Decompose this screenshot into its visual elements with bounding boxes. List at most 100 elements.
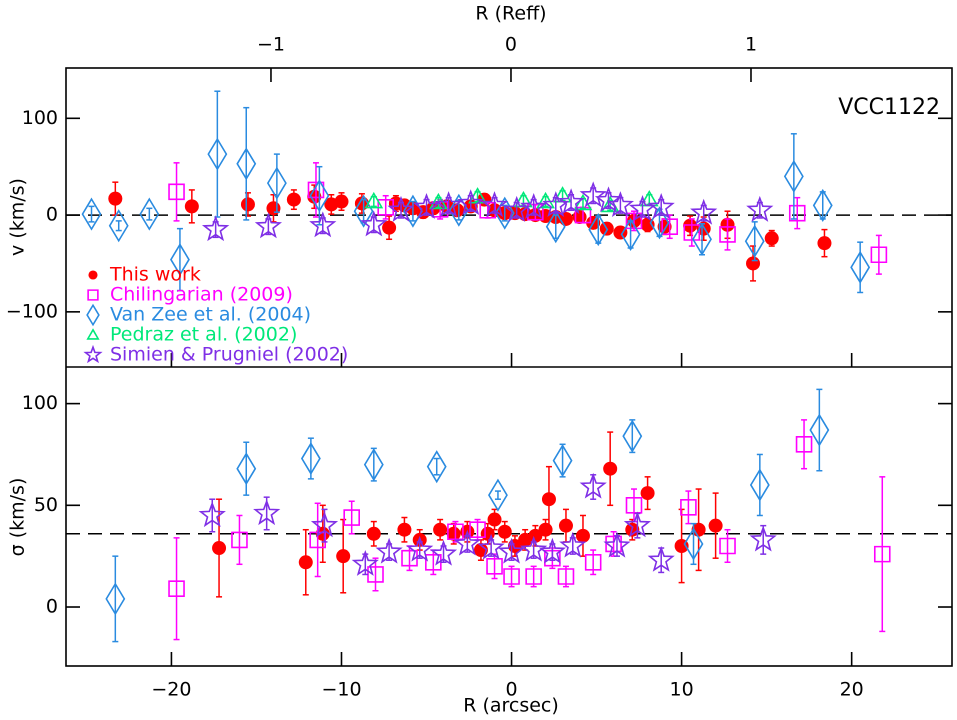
marker [749, 468, 770, 502]
marker [764, 231, 779, 246]
marker [240, 197, 255, 212]
marker [488, 478, 508, 512]
marker [170, 243, 190, 277]
marker [486, 558, 503, 575]
marker [746, 195, 774, 222]
marker [812, 188, 833, 222]
marker [298, 555, 313, 570]
marker [367, 566, 384, 583]
x-tick-label: 10 [670, 679, 694, 701]
marker [559, 531, 587, 558]
marker [683, 224, 701, 241]
x2-tick-label: 1 [745, 34, 757, 56]
marker [457, 189, 485, 216]
marker [254, 212, 283, 239]
marker [708, 518, 723, 533]
marker [809, 413, 830, 447]
marker [588, 213, 609, 247]
marker [429, 539, 458, 566]
marker [231, 531, 248, 549]
marker [406, 535, 434, 562]
y-axis-label: σ (km/s) [7, 478, 29, 557]
marker [579, 181, 607, 208]
marker [503, 568, 520, 585]
marker [397, 522, 412, 537]
marker [622, 419, 643, 453]
marker [519, 535, 548, 562]
marker [647, 545, 675, 572]
marker [448, 193, 469, 227]
marker [691, 522, 706, 537]
marker [401, 549, 418, 567]
legend-label: Pedraz et al. (2002) [110, 324, 297, 346]
marker [434, 191, 463, 217]
legend-label: This work [109, 264, 201, 286]
marker [375, 537, 403, 564]
marker [363, 448, 384, 482]
y-tick-label: 0 [46, 596, 58, 618]
marker [680, 499, 697, 516]
marker [541, 492, 556, 507]
marker [184, 199, 199, 214]
legend-label: Simien & Prugniel (2002) [110, 344, 348, 366]
marker [606, 191, 635, 217]
marker [613, 225, 628, 240]
marker [387, 195, 415, 222]
marker [477, 533, 505, 560]
marker [528, 528, 543, 543]
marker [453, 529, 481, 556]
legend-marker [86, 303, 100, 327]
x-tick-label: 20 [840, 679, 864, 701]
marker [253, 499, 281, 526]
marker [343, 509, 360, 526]
marker [469, 521, 486, 539]
marker [139, 197, 160, 231]
x-tick-label: −10 [321, 679, 361, 701]
marker [788, 204, 806, 222]
x2-tick-label: −1 [257, 34, 285, 56]
marker [377, 199, 395, 216]
marker [795, 435, 813, 453]
marker [625, 497, 643, 514]
marker [719, 226, 736, 243]
marker [412, 192, 441, 219]
legend-marker [88, 270, 98, 280]
marker [360, 210, 388, 237]
marker [433, 522, 448, 537]
y-axis-label: v (km/s) [7, 178, 29, 256]
marker [783, 159, 804, 193]
legend-marker [87, 289, 99, 301]
marker [266, 166, 287, 200]
marker [201, 215, 230, 242]
marker [719, 537, 736, 555]
marker [334, 194, 349, 209]
marker [497, 537, 526, 564]
marker [640, 486, 655, 501]
marker [536, 191, 555, 209]
marker [744, 224, 765, 258]
marker [286, 192, 301, 207]
marker [479, 201, 497, 219]
marker [525, 568, 542, 585]
marker [557, 568, 575, 585]
legend-label: Chilingarian (2009) [110, 284, 293, 306]
marker [746, 256, 761, 271]
marker [236, 147, 257, 181]
marker [425, 553, 442, 571]
marker [594, 186, 623, 213]
marker [817, 236, 832, 251]
marker [168, 580, 185, 598]
legend-label: Van Zee et al. (2004) [110, 304, 311, 326]
marker [446, 526, 461, 541]
legend-marker [83, 344, 103, 364]
marker [497, 524, 512, 539]
marker [690, 198, 718, 225]
plot-area [81, 90, 888, 294]
x2-tick-label: 0 [505, 34, 517, 56]
marker [300, 441, 321, 476]
marker [584, 553, 602, 571]
legend-marker [86, 328, 100, 340]
marker [198, 501, 226, 528]
marker [168, 183, 185, 201]
